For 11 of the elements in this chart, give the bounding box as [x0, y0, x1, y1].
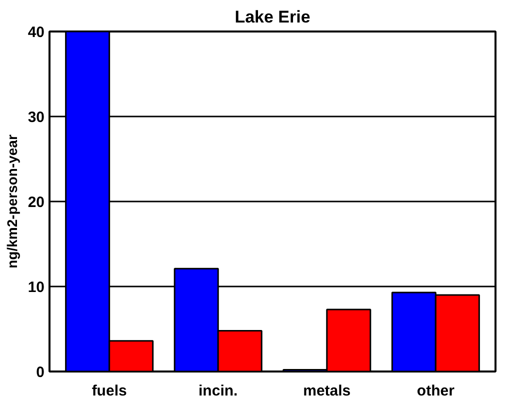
x-tick-label: other [416, 382, 455, 400]
x-tick-label: incin. [198, 382, 238, 400]
y-tick-label: 40 [28, 24, 45, 41]
chart-title: Lake Erie [234, 8, 310, 26]
y-tick-label: 10 [28, 279, 45, 296]
y-tick-label: 30 [28, 109, 45, 126]
x-tick-label: metals [303, 382, 351, 400]
y-axis-title: ng/km2-person-year [4, 134, 20, 268]
y-tick-label: 20 [28, 194, 45, 211]
y-tick-label: 0 [36, 364, 44, 381]
x-tick-label: fuels [92, 382, 127, 400]
